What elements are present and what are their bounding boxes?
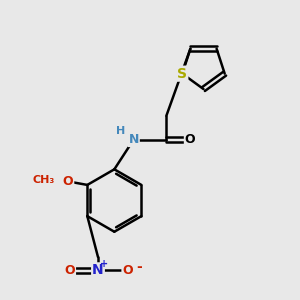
Text: H: H — [116, 126, 125, 136]
Text: CH₃: CH₃ — [32, 175, 55, 184]
Text: O: O — [64, 264, 75, 277]
Text: N: N — [128, 133, 139, 146]
Text: -: - — [136, 260, 142, 274]
Text: O: O — [63, 176, 73, 188]
Text: N: N — [92, 263, 104, 278]
Text: O: O — [185, 133, 195, 146]
Text: +: + — [100, 259, 109, 269]
Text: S: S — [177, 67, 187, 81]
Text: O: O — [122, 264, 133, 277]
